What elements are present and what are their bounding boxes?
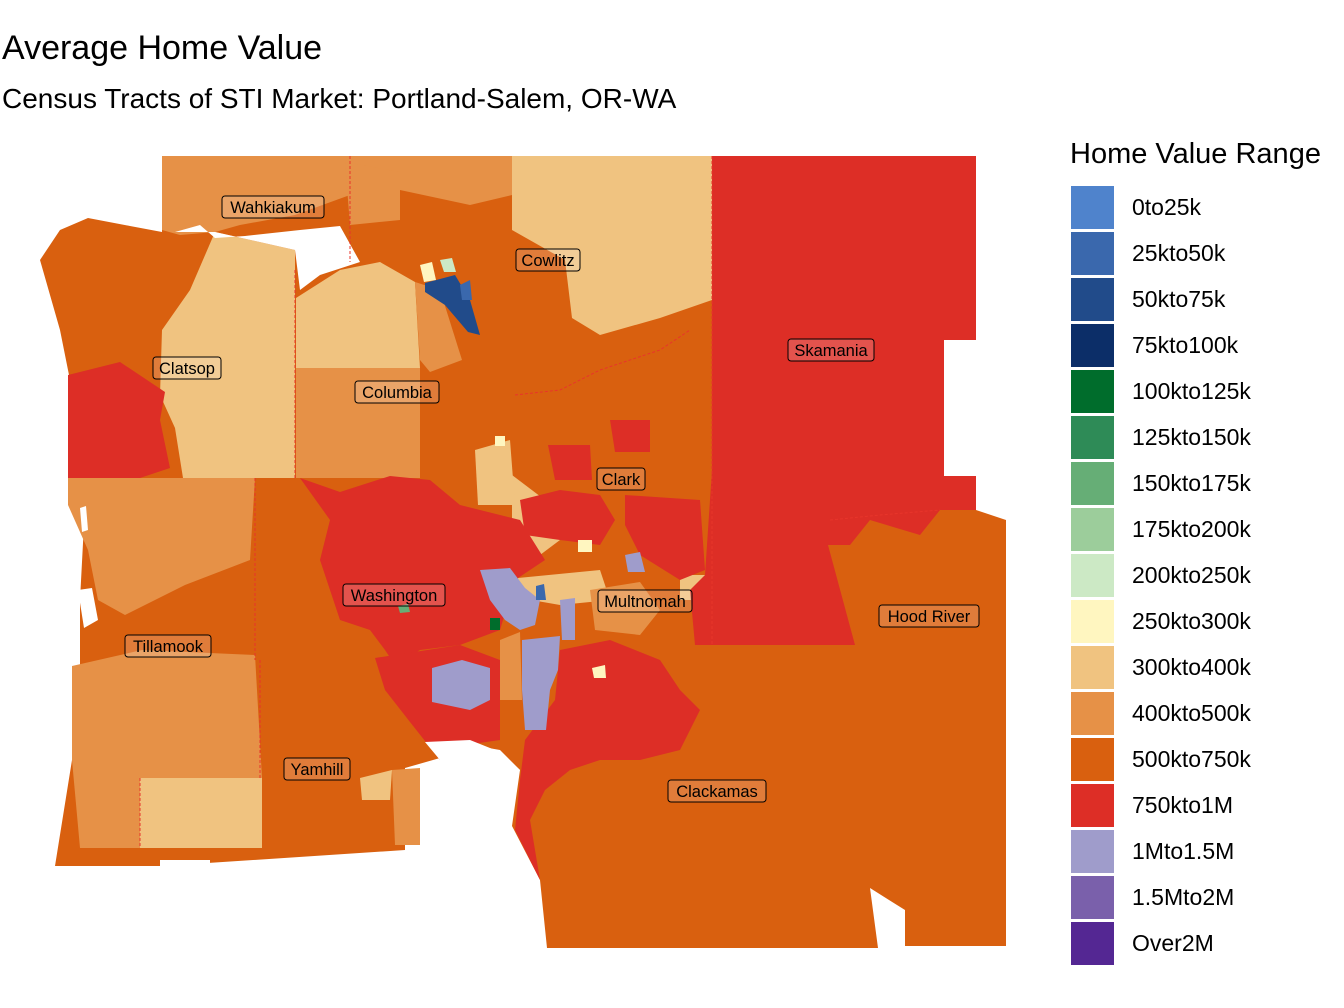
legend-item: 500kto750k bbox=[1070, 738, 1344, 784]
legend-item: 250kto300k bbox=[1070, 600, 1344, 646]
legend-item: 400kto500k bbox=[1070, 692, 1344, 738]
county-label-tillamook: Tillamook bbox=[124, 634, 212, 658]
legend-label: 175kto200k bbox=[1132, 516, 1251, 542]
legend-item: 100kto125k bbox=[1070, 370, 1344, 416]
legend-item: 1.5Mto2M bbox=[1070, 876, 1344, 922]
county-labels: Wahkiakum Cowlitz Skamania Clatsop Colum… bbox=[124, 195, 980, 803]
legend-label: 300kto400k bbox=[1132, 654, 1251, 680]
legend-swatch bbox=[1071, 186, 1114, 229]
legend-label: 750kto1M bbox=[1132, 792, 1234, 818]
legend-label: 1.5Mto2M bbox=[1132, 884, 1235, 910]
legend-item: 0to25k bbox=[1070, 186, 1344, 232]
svg-text:Washington: Washington bbox=[351, 587, 438, 605]
svg-text:Multnomah: Multnomah bbox=[604, 593, 686, 611]
county-label-skamania: Skamania bbox=[787, 338, 875, 362]
svg-text:Wahkiakum: Wahkiakum bbox=[230, 199, 316, 217]
legend-swatch bbox=[1071, 232, 1114, 275]
legend-label: 125kto150k bbox=[1132, 424, 1251, 450]
legend-swatch bbox=[1071, 508, 1114, 551]
legend-swatch bbox=[1071, 370, 1114, 413]
legend-swatch bbox=[1071, 922, 1114, 965]
county-boundaries bbox=[139, 156, 941, 848]
legend-label: 150kto175k bbox=[1132, 470, 1251, 496]
legend-item: 25kto50k bbox=[1070, 232, 1344, 278]
svg-text:Clackamas: Clackamas bbox=[676, 783, 758, 801]
legend-item: 750kto1M bbox=[1070, 784, 1344, 830]
legend-items: 0to25k 25kto50k 50kto75k 75kto100k 100kto125… bbox=[1070, 186, 1344, 968]
legend-item: 300kto400k bbox=[1070, 646, 1344, 692]
tracts-low-values bbox=[398, 258, 606, 678]
svg-text:Yamhill: Yamhill bbox=[291, 761, 344, 779]
tracts-300k-400k bbox=[140, 156, 712, 848]
county-label-clark: Clark bbox=[596, 467, 646, 491]
legend-label: 75kto100k bbox=[1132, 332, 1239, 358]
legend-label: 25kto50k bbox=[1132, 240, 1226, 266]
legend-item: 175kto200k bbox=[1070, 508, 1344, 554]
legend-label: 50kto75k bbox=[1132, 286, 1226, 312]
county-label-hood-river: Hood River bbox=[878, 604, 980, 628]
county-label-yamhill: Yamhill bbox=[283, 757, 351, 781]
legend-item: 125kto150k bbox=[1070, 416, 1344, 462]
legend-label: 100kto125k bbox=[1132, 378, 1251, 404]
legend-label: 1Mto1.5M bbox=[1132, 838, 1235, 864]
legend-swatch bbox=[1071, 324, 1114, 367]
choropleth-map: Wahkiakum Cowlitz Skamania Clatsop Colum… bbox=[40, 156, 1006, 948]
legend-swatch bbox=[1071, 646, 1114, 689]
svg-text:Columbia: Columbia bbox=[362, 384, 433, 402]
county-label-multnomah: Multnomah bbox=[597, 589, 693, 613]
legend-swatch bbox=[1071, 738, 1114, 781]
legend-swatch bbox=[1071, 278, 1114, 321]
county-label-clackamas: Clackamas bbox=[667, 779, 767, 803]
svg-text:Clark: Clark bbox=[602, 471, 641, 489]
svg-text:Hood River: Hood River bbox=[888, 608, 971, 626]
legend-title: Home Value Range bbox=[1070, 138, 1321, 170]
legend-item: 200kto250k bbox=[1070, 554, 1344, 600]
county-label-clatsop: Clatsop bbox=[152, 356, 222, 380]
legend-swatch bbox=[1071, 784, 1114, 827]
legend-item: 75kto100k bbox=[1070, 324, 1344, 370]
legend: Home Value Range 0to25k 25kto50k 50kto75k 7… bbox=[1070, 136, 1344, 968]
legend-label: 200kto250k bbox=[1132, 562, 1251, 588]
map-subtitle: Census Tracts of STI Market: Portland-Sa… bbox=[2, 83, 677, 114]
legend-label: 400kto500k bbox=[1132, 700, 1251, 726]
legend-swatch bbox=[1071, 600, 1114, 643]
legend-label: 500kto750k bbox=[1132, 746, 1251, 772]
county-label-wahkiakum: Wahkiakum bbox=[221, 195, 325, 219]
svg-text:Skamania: Skamania bbox=[794, 342, 868, 360]
legend-swatch bbox=[1071, 462, 1114, 505]
county-label-cowlitz: Cowlitz bbox=[515, 248, 581, 272]
legend-swatch bbox=[1071, 830, 1114, 873]
legend-item: 150kto175k bbox=[1070, 462, 1344, 508]
county-label-columbia: Columbia bbox=[354, 380, 440, 404]
county-label-washington: Washington bbox=[342, 583, 446, 607]
svg-text:Tillamook: Tillamook bbox=[133, 638, 204, 656]
legend-label: 250kto300k bbox=[1132, 608, 1251, 634]
water-features bbox=[78, 225, 520, 870]
legend-swatch bbox=[1071, 692, 1114, 735]
legend-item: Over2M bbox=[1070, 922, 1344, 968]
legend-swatch bbox=[1071, 416, 1114, 459]
legend-label: Over2M bbox=[1132, 930, 1214, 956]
svg-text:Clatsop: Clatsop bbox=[159, 360, 215, 378]
legend-item: 50kto75k bbox=[1070, 278, 1344, 324]
legend-item: 1Mto1.5M bbox=[1070, 830, 1344, 876]
legend-swatch bbox=[1071, 554, 1114, 597]
svg-text:Cowlitz: Cowlitz bbox=[521, 252, 574, 270]
legend-label: 0to25k bbox=[1132, 194, 1202, 220]
legend-swatch bbox=[1071, 876, 1114, 919]
tracts-1m-1-5m bbox=[432, 552, 645, 730]
map-title: Average Home Value bbox=[2, 29, 323, 67]
tracts-750k-1m bbox=[68, 156, 976, 880]
